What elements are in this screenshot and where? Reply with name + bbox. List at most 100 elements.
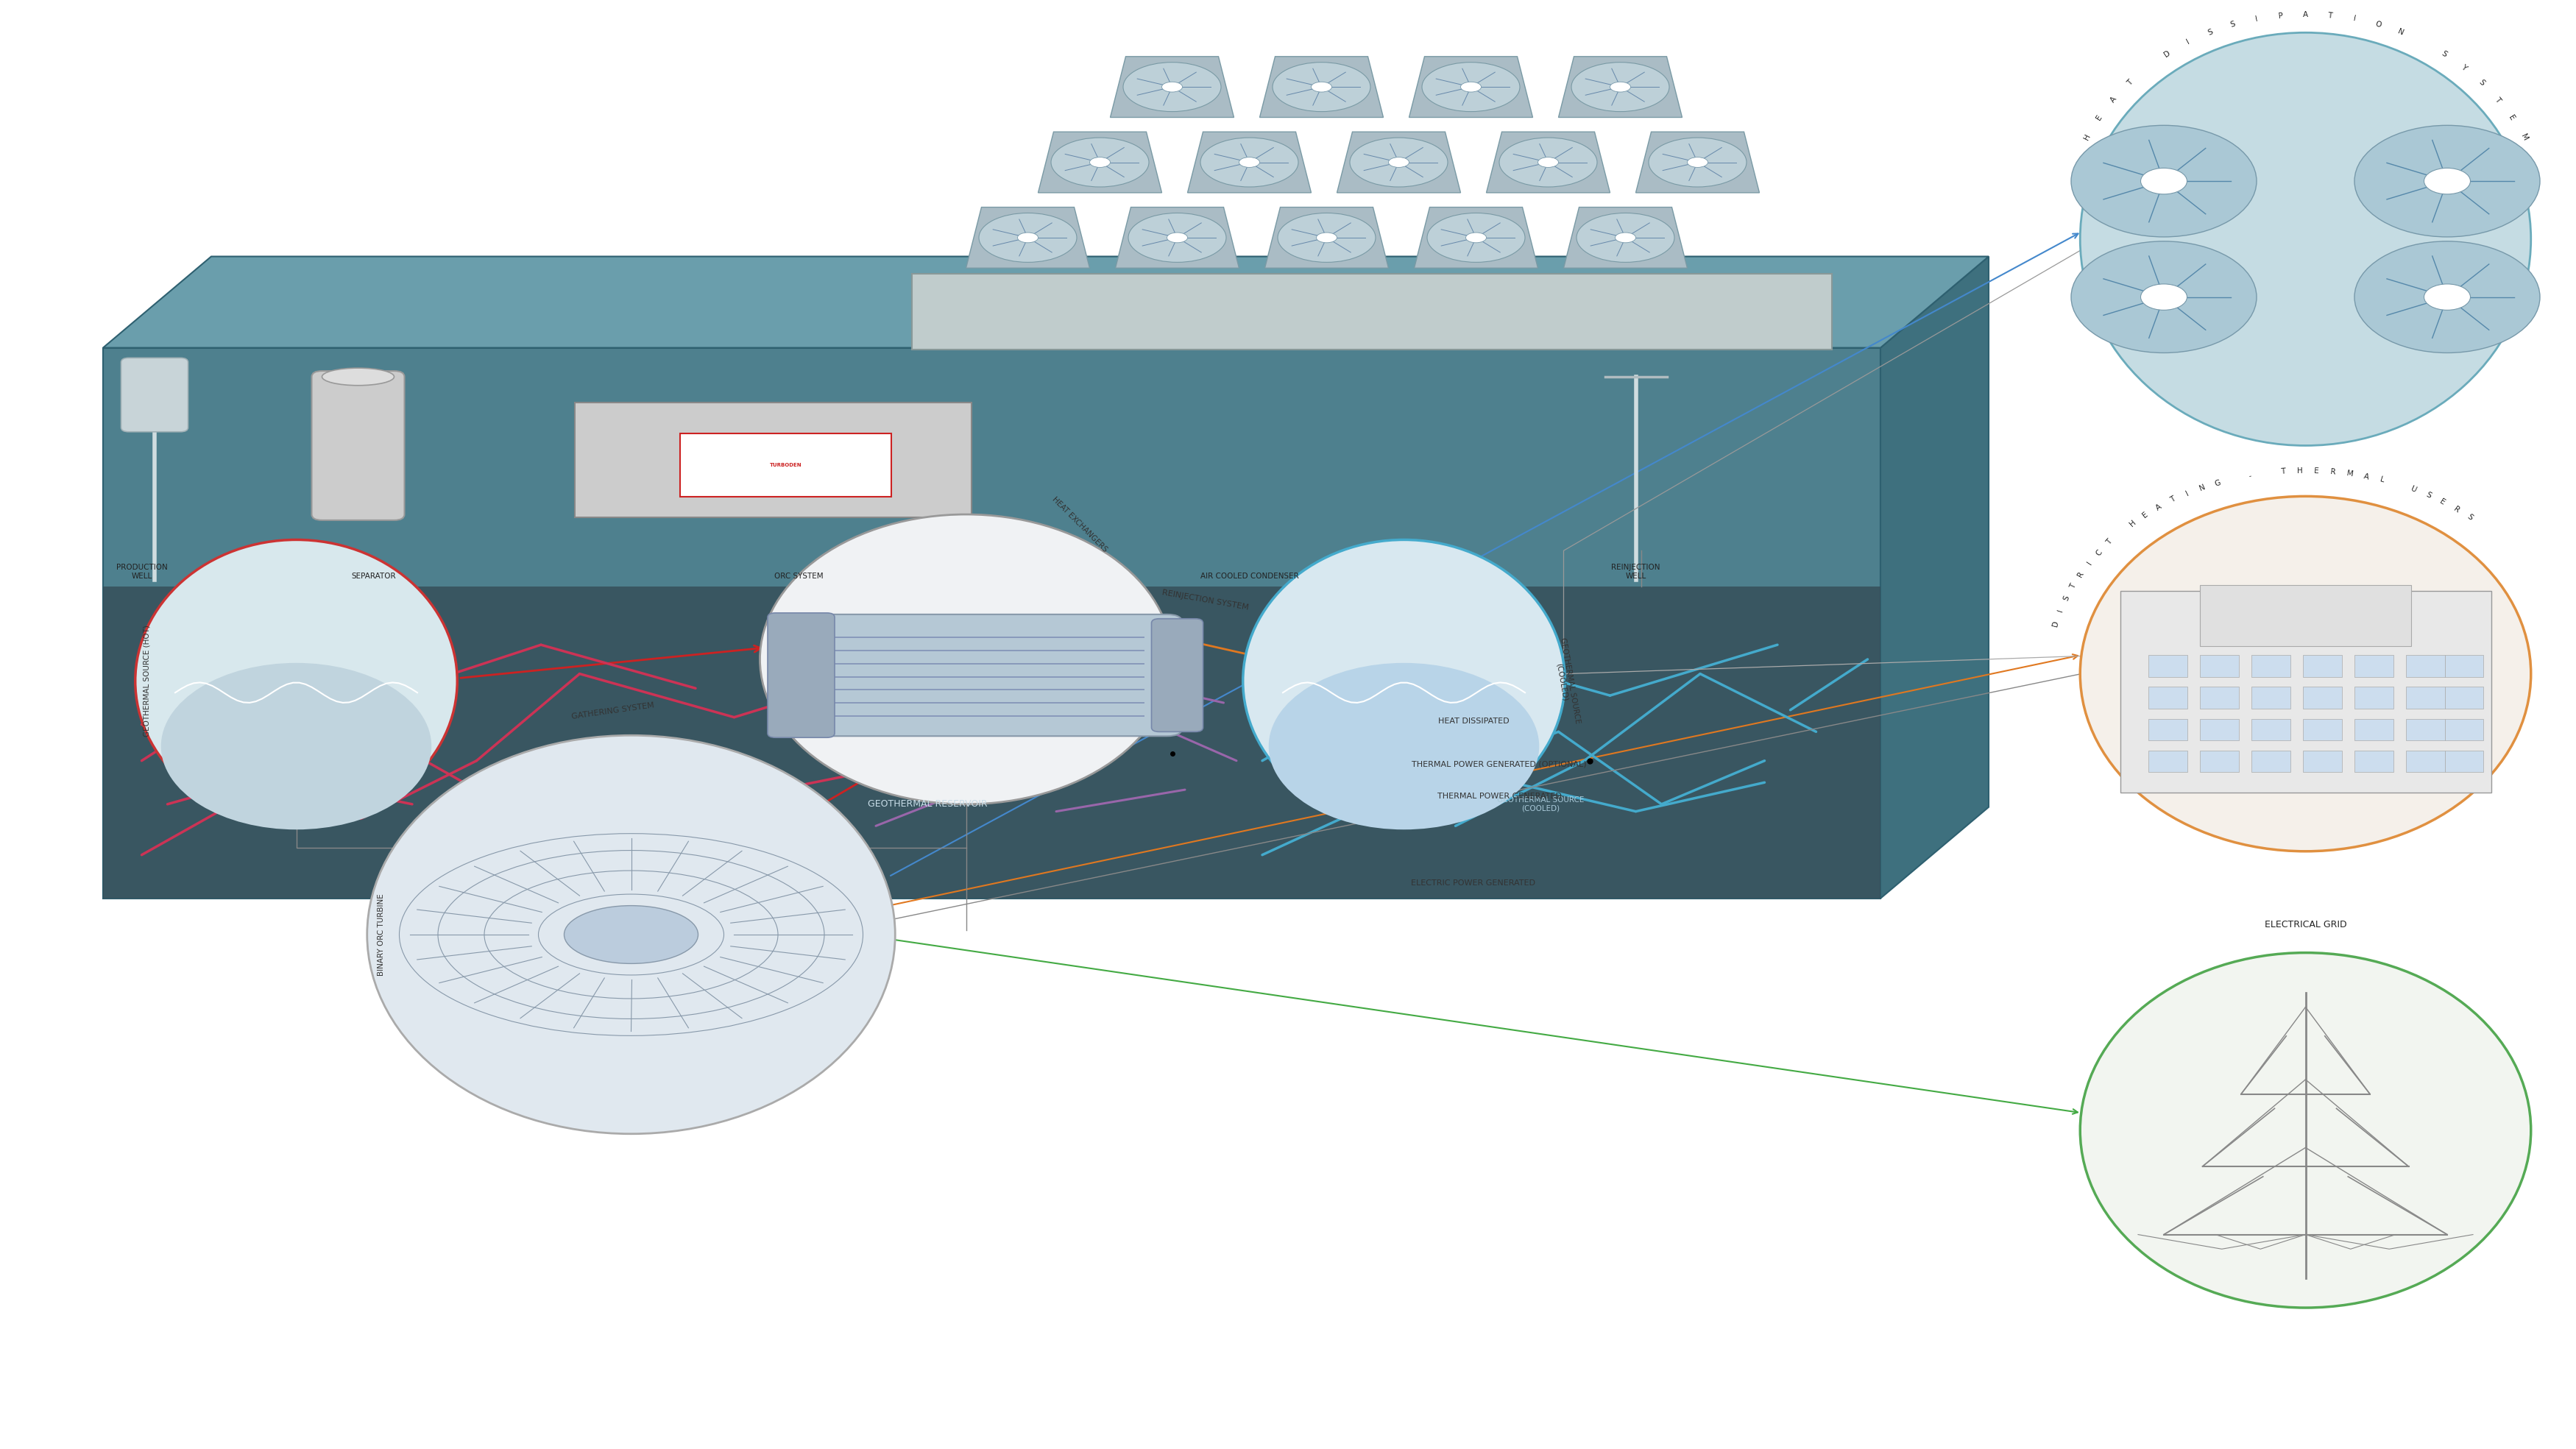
Text: I: I — [2056, 609, 2063, 613]
Ellipse shape — [2424, 284, 2470, 310]
Ellipse shape — [1051, 138, 1149, 187]
Ellipse shape — [1388, 158, 1409, 167]
FancyBboxPatch shape — [2406, 719, 2445, 740]
Ellipse shape — [1018, 233, 1038, 242]
Ellipse shape — [1610, 81, 1631, 93]
Text: BINARY ORC TURBINE: BINARY ORC TURBINE — [379, 894, 384, 975]
Text: GEOTHERMAL SOURCE
(COOLED): GEOTHERMAL SOURCE (COOLED) — [1497, 797, 1584, 811]
Text: A: A — [2303, 10, 2308, 19]
Text: I: I — [2184, 490, 2190, 497]
FancyBboxPatch shape — [2200, 687, 2239, 709]
FancyBboxPatch shape — [2120, 591, 2491, 793]
Text: T: T — [2105, 538, 2115, 546]
Polygon shape — [1265, 207, 1388, 268]
Text: GATHERING SYSTEM: GATHERING SYSTEM — [572, 701, 654, 720]
Polygon shape — [1558, 57, 1682, 117]
Ellipse shape — [1128, 213, 1226, 262]
Ellipse shape — [1427, 213, 1525, 262]
FancyBboxPatch shape — [2445, 687, 2483, 709]
Text: R: R — [2331, 468, 2336, 477]
Text: N: N — [2197, 484, 2208, 493]
Text: H: H — [2298, 467, 2303, 475]
Ellipse shape — [137, 539, 459, 822]
Polygon shape — [103, 587, 1880, 898]
Text: S: S — [2208, 28, 2213, 36]
Ellipse shape — [564, 906, 698, 964]
Text: T: T — [2280, 468, 2285, 475]
Text: R: R — [2452, 504, 2460, 514]
Polygon shape — [103, 256, 1989, 348]
Text: Y: Y — [2460, 62, 2468, 71]
Ellipse shape — [2081, 33, 2530, 446]
Polygon shape — [1188, 132, 1311, 193]
FancyBboxPatch shape — [2251, 687, 2290, 709]
Text: REINJECTION
WELL: REINJECTION WELL — [1613, 564, 1662, 580]
Ellipse shape — [1350, 138, 1448, 187]
FancyBboxPatch shape — [2148, 655, 2187, 677]
Ellipse shape — [1538, 158, 1558, 167]
Text: U: U — [2409, 485, 2416, 494]
Text: G: G — [2213, 478, 2223, 487]
Ellipse shape — [1577, 213, 1674, 262]
Text: ELECTRICAL GRID: ELECTRICAL GRID — [2264, 920, 2347, 929]
Polygon shape — [1115, 207, 1239, 268]
FancyBboxPatch shape — [2354, 719, 2393, 740]
Ellipse shape — [1466, 233, 1486, 242]
FancyBboxPatch shape — [2406, 655, 2445, 677]
Text: S: S — [2439, 49, 2447, 58]
Ellipse shape — [2141, 284, 2187, 310]
Polygon shape — [1409, 57, 1533, 117]
Text: D: D — [2164, 49, 2172, 58]
Text: S: S — [2478, 78, 2486, 87]
Polygon shape — [1636, 132, 1759, 193]
FancyBboxPatch shape — [2445, 655, 2483, 677]
Text: P: P — [2277, 12, 2285, 19]
FancyBboxPatch shape — [1151, 619, 1203, 732]
Text: I: I — [2184, 38, 2190, 46]
Ellipse shape — [1273, 62, 1370, 112]
FancyBboxPatch shape — [2445, 751, 2483, 772]
Text: I: I — [2254, 14, 2259, 23]
FancyBboxPatch shape — [2354, 655, 2393, 677]
FancyBboxPatch shape — [2200, 751, 2239, 772]
Polygon shape — [1337, 132, 1461, 193]
FancyBboxPatch shape — [2303, 751, 2342, 772]
Text: THERMAL POWER GENERATED (OPTIONAL): THERMAL POWER GENERATED (OPTIONAL) — [1412, 761, 1587, 768]
Text: M: M — [2519, 132, 2530, 142]
Text: T: T — [2125, 78, 2133, 87]
Ellipse shape — [1649, 138, 1747, 187]
FancyBboxPatch shape — [2200, 655, 2239, 677]
FancyBboxPatch shape — [2200, 719, 2239, 740]
Text: A: A — [2362, 472, 2370, 481]
Text: T: T — [2494, 96, 2501, 103]
Text: GEOTHERMAL RESERVOIR: GEOTHERMAL RESERVOIR — [868, 800, 987, 809]
Ellipse shape — [1123, 62, 1221, 112]
Ellipse shape — [2141, 168, 2187, 194]
Polygon shape — [1260, 57, 1383, 117]
Polygon shape — [966, 207, 1090, 268]
Ellipse shape — [1239, 158, 1260, 167]
Ellipse shape — [160, 664, 433, 829]
Ellipse shape — [2354, 241, 2540, 352]
FancyBboxPatch shape — [680, 433, 891, 497]
Text: SEPARATOR: SEPARATOR — [350, 572, 397, 580]
Ellipse shape — [1461, 81, 1481, 93]
Text: E: E — [2141, 510, 2148, 519]
Text: O: O — [2375, 20, 2383, 29]
Text: -: - — [2249, 472, 2251, 480]
Polygon shape — [1880, 256, 1989, 898]
FancyBboxPatch shape — [2303, 655, 2342, 677]
Text: E: E — [2313, 468, 2318, 475]
FancyBboxPatch shape — [2406, 687, 2445, 709]
FancyBboxPatch shape — [312, 371, 404, 520]
Text: S: S — [2231, 20, 2236, 29]
Text: AIR COOLED CONDENSER: AIR COOLED CONDENSER — [1200, 572, 1298, 580]
Ellipse shape — [322, 368, 394, 385]
Ellipse shape — [2071, 241, 2257, 352]
Ellipse shape — [368, 736, 896, 1135]
Ellipse shape — [1316, 233, 1337, 242]
Text: L: L — [2380, 475, 2385, 484]
Text: THERMAL POWER GENERATED: THERMAL POWER GENERATED — [1437, 793, 1561, 800]
Polygon shape — [1564, 207, 1687, 268]
Ellipse shape — [1499, 138, 1597, 187]
